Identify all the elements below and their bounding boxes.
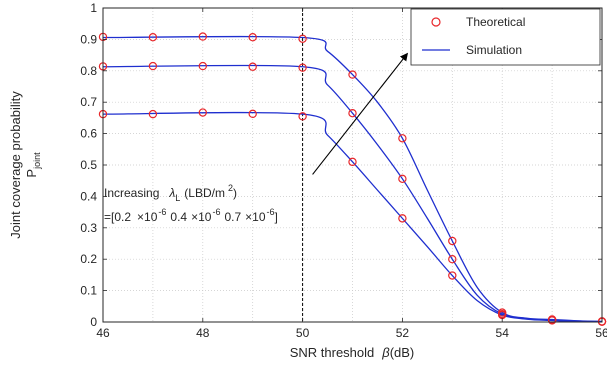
x-tick-label: 54 — [496, 326, 510, 340]
svg-text:Joint coverage probability: Joint coverage probability — [8, 91, 23, 239]
legend-theoretical-marker — [431, 17, 441, 27]
theoretical-point — [148, 33, 158, 42]
x-tick-label: 50 — [296, 326, 310, 340]
theoretical-point — [398, 174, 407, 184]
simulation-curves — [102, 35, 603, 323]
annotation-line2: =[0.2 ×10-6 0.4 ×10-6 0.7 ×10-6] — [104, 207, 278, 224]
theoretical-point — [198, 32, 207, 41]
theoretical-point — [248, 109, 257, 119]
y-tick-label: 0.5 — [80, 158, 97, 172]
legend: Theoretical Simulation — [410, 8, 601, 66]
theoretical-point — [398, 134, 407, 143]
annotation-line1: Increasing λL (LBD/m 2) — [104, 183, 237, 203]
x-axis-label: SNR threshold β(dB) — [290, 345, 415, 360]
theoretical-point — [398, 214, 407, 223]
y-tick-label: 0.6 — [80, 127, 97, 141]
theoretical-point — [547, 316, 557, 325]
x-tick-label: 48 — [196, 326, 210, 340]
theoretical-point — [348, 108, 357, 118]
x-tick-label: 56 — [595, 326, 607, 340]
theoretical-point — [298, 112, 307, 121]
x-tick-label: 52 — [396, 326, 410, 340]
theoretical-point — [198, 61, 207, 71]
x-tick-label: 46 — [96, 326, 110, 340]
y-tick-label: 0.7 — [80, 95, 97, 109]
y-tick-label: 0 — [90, 315, 97, 329]
y-tick-label: 0.2 — [80, 252, 97, 266]
y-axis-label: Joint coverage probability Pjoint — [8, 91, 42, 239]
y-tick-label: 0.1 — [80, 284, 97, 298]
theoretical-point — [248, 33, 257, 42]
theoretical-point — [448, 271, 457, 280]
theoretical-point — [298, 63, 307, 72]
theoretical-point — [448, 236, 457, 246]
theoretical-point — [198, 108, 207, 117]
x-tick-labels: 46 48 50 52 54 56 — [96, 326, 607, 340]
theoretical-point — [348, 70, 357, 79]
legend-simulation-label: Simulation — [466, 43, 522, 57]
simulation-series-3 — [102, 111, 603, 323]
y-tick-label: 1 — [90, 1, 97, 15]
legend-theoretical-label: Theoretical — [466, 15, 525, 29]
theoretical-point — [448, 255, 457, 264]
y-tick-label: 0.3 — [80, 221, 97, 235]
y-tick-label: 0.9 — [80, 32, 97, 46]
axis-ticks — [102, 7, 603, 323]
svg-text:Pjoint: Pjoint — [24, 152, 42, 178]
y-tick-label: 0.4 — [80, 189, 97, 203]
theoretical-point — [348, 157, 357, 167]
theoretical-point — [298, 34, 307, 43]
y-tick-label: 0.8 — [80, 64, 97, 78]
legend-box — [410, 8, 601, 66]
theoretical-point — [248, 62, 257, 71]
y-tick-labels: 0 0.1 0.2 0.3 0.4 0.5 0.6 0.7 0.8 0.9 1 — [80, 1, 97, 329]
increasing-arrow — [312, 52, 409, 175]
theoretical-point — [148, 109, 158, 119]
theoretical-point — [148, 61, 158, 71]
